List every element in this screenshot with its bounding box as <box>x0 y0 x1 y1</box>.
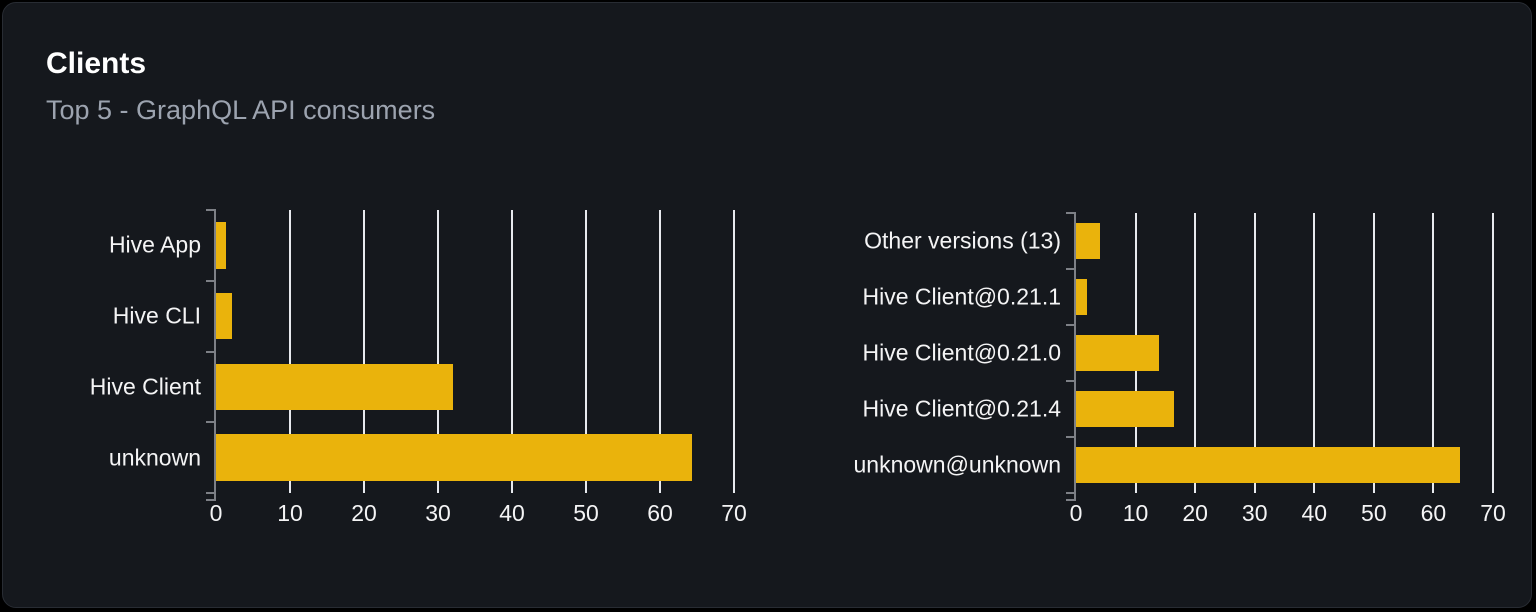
axis-tick <box>206 279 216 282</box>
card-title: Clients <box>46 47 147 80</box>
category-label: Hive CLI <box>112 302 201 329</box>
bar <box>1076 390 1175 428</box>
gridline <box>585 210 587 493</box>
gridline <box>511 210 513 493</box>
gridline <box>733 210 735 493</box>
x-axis-tick-label: 0 <box>1069 500 1083 526</box>
category-label: Hive Client <box>89 373 201 400</box>
category-label: unknown <box>108 444 201 471</box>
axis-tick <box>206 499 216 501</box>
x-axis-tick-label: 10 <box>277 500 303 526</box>
gridline <box>363 210 365 493</box>
axis-tick <box>1066 380 1076 382</box>
gridline <box>659 210 661 493</box>
x-axis-tick-label: 20 <box>351 500 377 526</box>
x-axis-tick-label: 40 <box>1301 500 1328 526</box>
axis-tick <box>206 492 216 494</box>
gridline <box>1372 213 1375 493</box>
gridline <box>1253 213 1256 493</box>
gridline <box>1313 213 1316 493</box>
gridline <box>1432 213 1435 493</box>
x-axis-tick-label: 30 <box>425 500 451 526</box>
bar <box>216 222 227 269</box>
gridline <box>437 210 439 493</box>
x-axis-tick-label: 40 <box>499 500 525 526</box>
x-axis-tick-label: 50 <box>573 500 599 526</box>
bar <box>216 292 233 340</box>
x-axis-tick-label: 20 <box>1182 500 1208 526</box>
gridline <box>1492 213 1494 493</box>
bar <box>216 363 453 411</box>
category-label: Hive Client@0.21.0 <box>862 339 1062 366</box>
axis-tick <box>206 421 216 424</box>
x-axis-tick-label: 50 <box>1361 500 1387 526</box>
axis-tick <box>1066 499 1076 501</box>
bar <box>1076 222 1100 260</box>
bar <box>1076 278 1087 316</box>
clients-bar-chart: Hive App Hive CLI Hive Client unknown 0 10 20 3… <box>90 209 747 525</box>
gridline <box>289 210 291 493</box>
category-axis-line <box>214 209 216 500</box>
axis-tick <box>206 350 216 353</box>
category-label: Hive Client@0.21.1 <box>862 283 1062 310</box>
axis-tick <box>1066 212 1076 214</box>
axis-tick <box>1066 436 1076 438</box>
bar <box>216 434 692 481</box>
category-label: Hive App <box>108 231 201 258</box>
category-label: unknown@unknown <box>853 451 1061 478</box>
x-axis-tick-label: 30 <box>1241 500 1268 526</box>
card-subtitle: Top 5 - GraphQL API consumers <box>46 95 436 125</box>
axis-tick <box>206 209 216 211</box>
bar <box>1076 446 1461 484</box>
x-axis-tick-label: 60 <box>647 500 673 526</box>
x-axis-tick-label: 60 <box>1420 500 1447 526</box>
axis-tick <box>1066 492 1076 494</box>
x-axis-tick-label: 70 <box>1480 500 1506 526</box>
axis-tick <box>1066 324 1076 326</box>
category-label: Hive Client@0.21.4 <box>862 395 1062 422</box>
gridline <box>1194 213 1197 493</box>
bar <box>1076 334 1159 372</box>
x-axis-tick-label: 0 <box>209 500 223 526</box>
x-axis-tick-label: 70 <box>721 500 747 526</box>
axis-tick <box>1066 268 1076 270</box>
x-axis-tick-label: 10 <box>1122 500 1149 526</box>
client-versions-bar-chart: Other versions (13) Hive Client@0.21.1 Hiv… <box>854 212 1506 525</box>
category-axis-line <box>1074 212 1076 500</box>
category-label: Other versions (13) <box>864 227 1061 254</box>
